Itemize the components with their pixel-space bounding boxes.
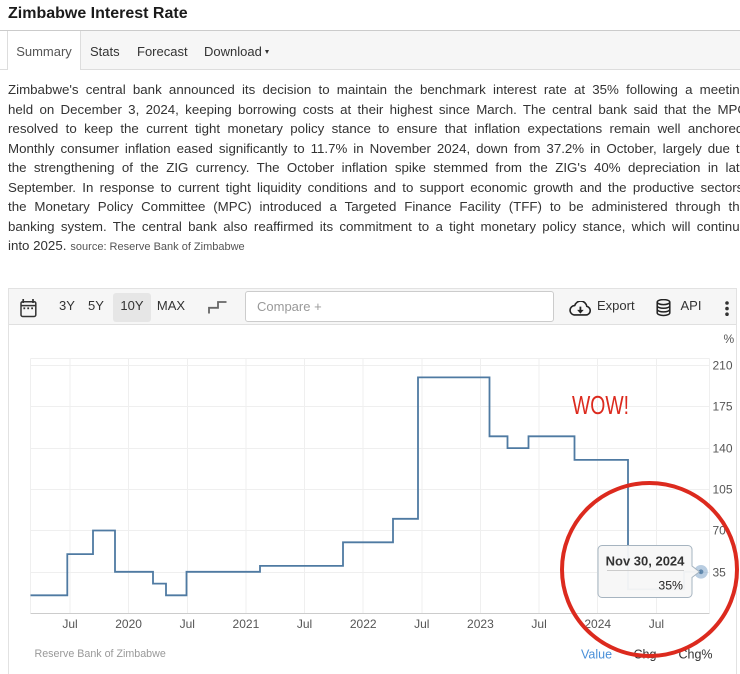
svg-text:WOW!: WOW! (572, 392, 629, 420)
svg-text:35: 35 (713, 566, 727, 580)
svg-text:2021: 2021 (233, 617, 260, 631)
svg-text:Chg%: Chg% (679, 648, 713, 662)
svg-text:140: 140 (713, 442, 733, 456)
svg-text:Reserve Bank of Zimbabwe: Reserve Bank of Zimbabwe (35, 648, 166, 660)
svg-text:Jul: Jul (297, 617, 312, 631)
svg-text:%: % (724, 332, 735, 346)
svg-text:Jul: Jul (180, 617, 195, 631)
svg-text:Jul: Jul (414, 617, 429, 631)
svg-text:2022: 2022 (350, 617, 377, 631)
svg-text:105: 105 (713, 483, 733, 497)
svg-text:Jul: Jul (531, 617, 546, 631)
svg-text:Nov 30, 2024: Nov 30, 2024 (606, 554, 686, 569)
svg-text:2024: 2024 (584, 617, 611, 631)
svg-text:70: 70 (713, 524, 727, 538)
svg-text:2020: 2020 (115, 617, 142, 631)
svg-text:35%: 35% (658, 579, 683, 593)
svg-text:2023: 2023 (467, 617, 494, 631)
svg-text:Jul: Jul (62, 617, 77, 631)
svg-text:Jul: Jul (649, 617, 664, 631)
svg-text:Value: Value (581, 648, 612, 662)
svg-text:210: 210 (713, 359, 733, 373)
svg-text:175: 175 (713, 400, 733, 414)
